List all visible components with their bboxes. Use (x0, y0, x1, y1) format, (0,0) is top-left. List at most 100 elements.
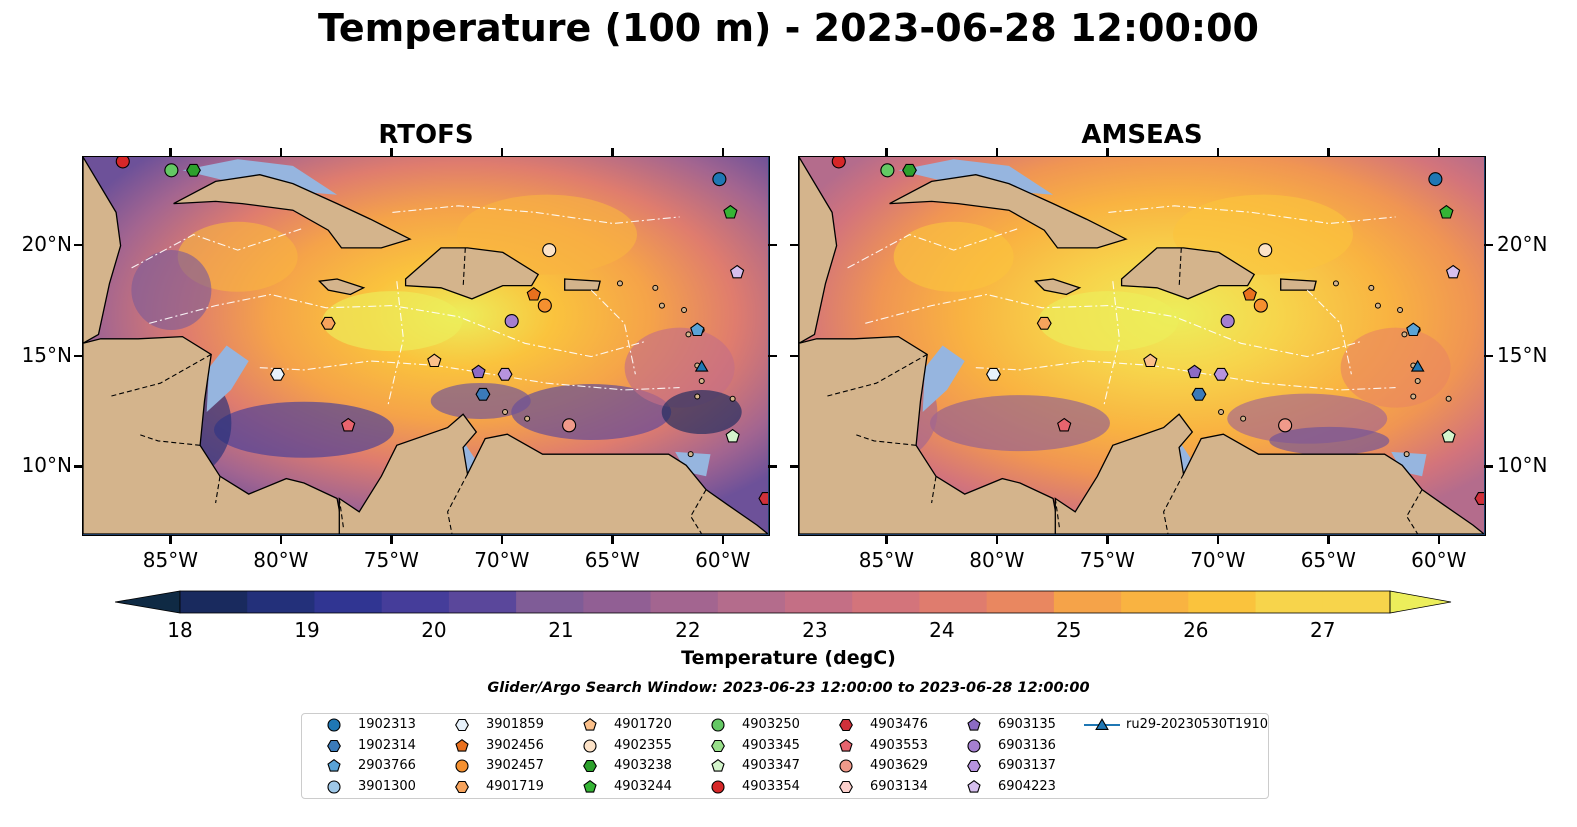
float-marker-4902355[interactable] (542, 243, 557, 258)
float-marker-ru29-20230530T1910[interactable] (1410, 359, 1425, 372)
colorbar-segment (1255, 591, 1324, 613)
colorbar-segment (1322, 591, 1391, 613)
temperature-patch (661, 390, 742, 435)
panel-title-amseas: AMSEAS (1081, 120, 1203, 150)
float-marker-4903354[interactable] (831, 157, 846, 169)
float-marker-6903135[interactable] (1187, 364, 1202, 379)
float-marker-4903238[interactable] (186, 163, 201, 177)
lat-tick-right (1484, 354, 1493, 358)
float-marker-4903238[interactable] (902, 163, 917, 177)
colorbar-segment (986, 591, 1055, 613)
island (658, 302, 665, 309)
lon-label: 65°W (584, 548, 640, 572)
lon-label: 80°W (969, 548, 1025, 572)
legend-label: 4903629 (870, 758, 928, 773)
float-marker-6903136[interactable] (1220, 314, 1235, 329)
float-marker-6903137[interactable] (1213, 367, 1229, 381)
float-marker-ru29-20230530T1910[interactable] (694, 359, 709, 372)
eez-boundary (1306, 289, 1352, 375)
float-marker-4903244[interactable] (1439, 204, 1454, 219)
float-marker-6904223[interactable] (1445, 264, 1461, 279)
float-marker-3901859[interactable] (985, 367, 1001, 381)
land-hispaniola (1120, 247, 1256, 300)
lon-label: 80°W (253, 548, 309, 572)
colorbar-tick-label: 18 (167, 618, 193, 642)
float-marker-4903629[interactable] (562, 418, 577, 433)
colorbar-segment (1188, 591, 1257, 613)
legend-marker-circle-icon (327, 779, 341, 794)
lat-label-right: 15°N (1497, 342, 1548, 367)
float-marker-3902457[interactable] (537, 298, 552, 313)
colorbar-tick-label: 22 (675, 618, 701, 642)
float-marker-6903136[interactable] (504, 314, 519, 329)
float-marker-3902456[interactable] (1242, 287, 1257, 301)
search-window-text: Glider/Argo Search Window: 2023-06-23 12… (487, 680, 1090, 696)
float-marker-4903347[interactable] (1441, 428, 1456, 443)
float-marker-6904223[interactable] (729, 264, 745, 279)
float-marker-3901859[interactable] (269, 367, 285, 381)
island (1218, 409, 1225, 416)
float-marker-3902456[interactable] (526, 287, 541, 301)
colorbar-segment (1053, 591, 1122, 613)
float-marker-4903629[interactable] (1278, 418, 1293, 433)
float-marker-4903476[interactable] (1474, 492, 1485, 505)
legend-marker-circle-icon (327, 718, 341, 732)
float-marker-6903137[interactable] (497, 367, 513, 381)
float-marker-2903766[interactable] (1406, 322, 1421, 337)
map-panel-rtofs (82, 156, 770, 536)
float-marker-4903553[interactable] (341, 417, 356, 432)
float-marker-1902314[interactable] (1191, 387, 1207, 401)
colorbar-tick-label: 23 (802, 618, 828, 642)
country-border (1178, 247, 1182, 288)
float-marker-3902457[interactable] (1253, 298, 1268, 313)
legend-label: 4903553 (870, 737, 928, 753)
float-marker-4903347[interactable] (725, 428, 740, 443)
float-marker-4903354[interactable] (115, 157, 130, 169)
temperature-patch (624, 327, 735, 408)
country-border (1054, 498, 1061, 530)
lon-tick (390, 535, 393, 544)
float-marker-4901720[interactable] (427, 353, 442, 368)
float-marker-4902355[interactable] (1258, 243, 1273, 258)
legend-label: 4903244 (614, 778, 672, 794)
float-marker-1902314[interactable] (475, 387, 491, 401)
colorbar-segment (717, 591, 786, 613)
float-marker-1902313[interactable] (1428, 172, 1443, 187)
float-marker-1902313[interactable] (712, 172, 727, 187)
colorbar-segment (314, 591, 383, 613)
lon-tick (885, 535, 888, 544)
island (1414, 377, 1421, 384)
lon-label: 85°W (142, 548, 198, 572)
panel-title-rtofs: RTOFS (378, 120, 474, 150)
float-marker-4903553[interactable] (1057, 417, 1072, 432)
float-marker-6903135[interactable] (471, 364, 486, 379)
lon-tick-top (995, 148, 999, 157)
float-marker-4903476[interactable] (758, 492, 769, 505)
float-marker-4901719[interactable] (320, 316, 336, 330)
float-marker-4901719[interactable] (1036, 316, 1052, 330)
float-marker-4903244[interactable] (723, 204, 738, 219)
colorbar-outline (179, 590, 1391, 614)
float-marker-4903250[interactable] (164, 163, 179, 178)
legend-label: 1902314 (358, 737, 416, 753)
legend-label: 3901859 (486, 717, 544, 732)
float-marker-4903250[interactable] (880, 163, 895, 178)
lon-tick (500, 535, 504, 544)
legend-marker-pentagon-icon (967, 718, 981, 731)
colorbar-segment (785, 591, 853, 613)
float-marker-2903766[interactable] (690, 322, 705, 337)
lon-tick (1437, 535, 1441, 544)
nicaragua-bank (922, 345, 965, 412)
float-marker-4901720[interactable] (1143, 353, 1158, 368)
legend-marker-hexagon-icon (967, 759, 981, 773)
country-border (1406, 489, 1423, 535)
colorbar-extend-high (1389, 590, 1452, 614)
lon-label: 60°W (1411, 548, 1467, 572)
land-jamaica (317, 278, 366, 296)
island (524, 415, 531, 422)
legend-marker-circle-icon (839, 759, 853, 773)
legend-marker-hexagon-icon (455, 780, 469, 793)
island (1403, 451, 1410, 458)
lon-tick-top (1106, 148, 1109, 157)
legend-marker-circle-icon (711, 779, 725, 794)
